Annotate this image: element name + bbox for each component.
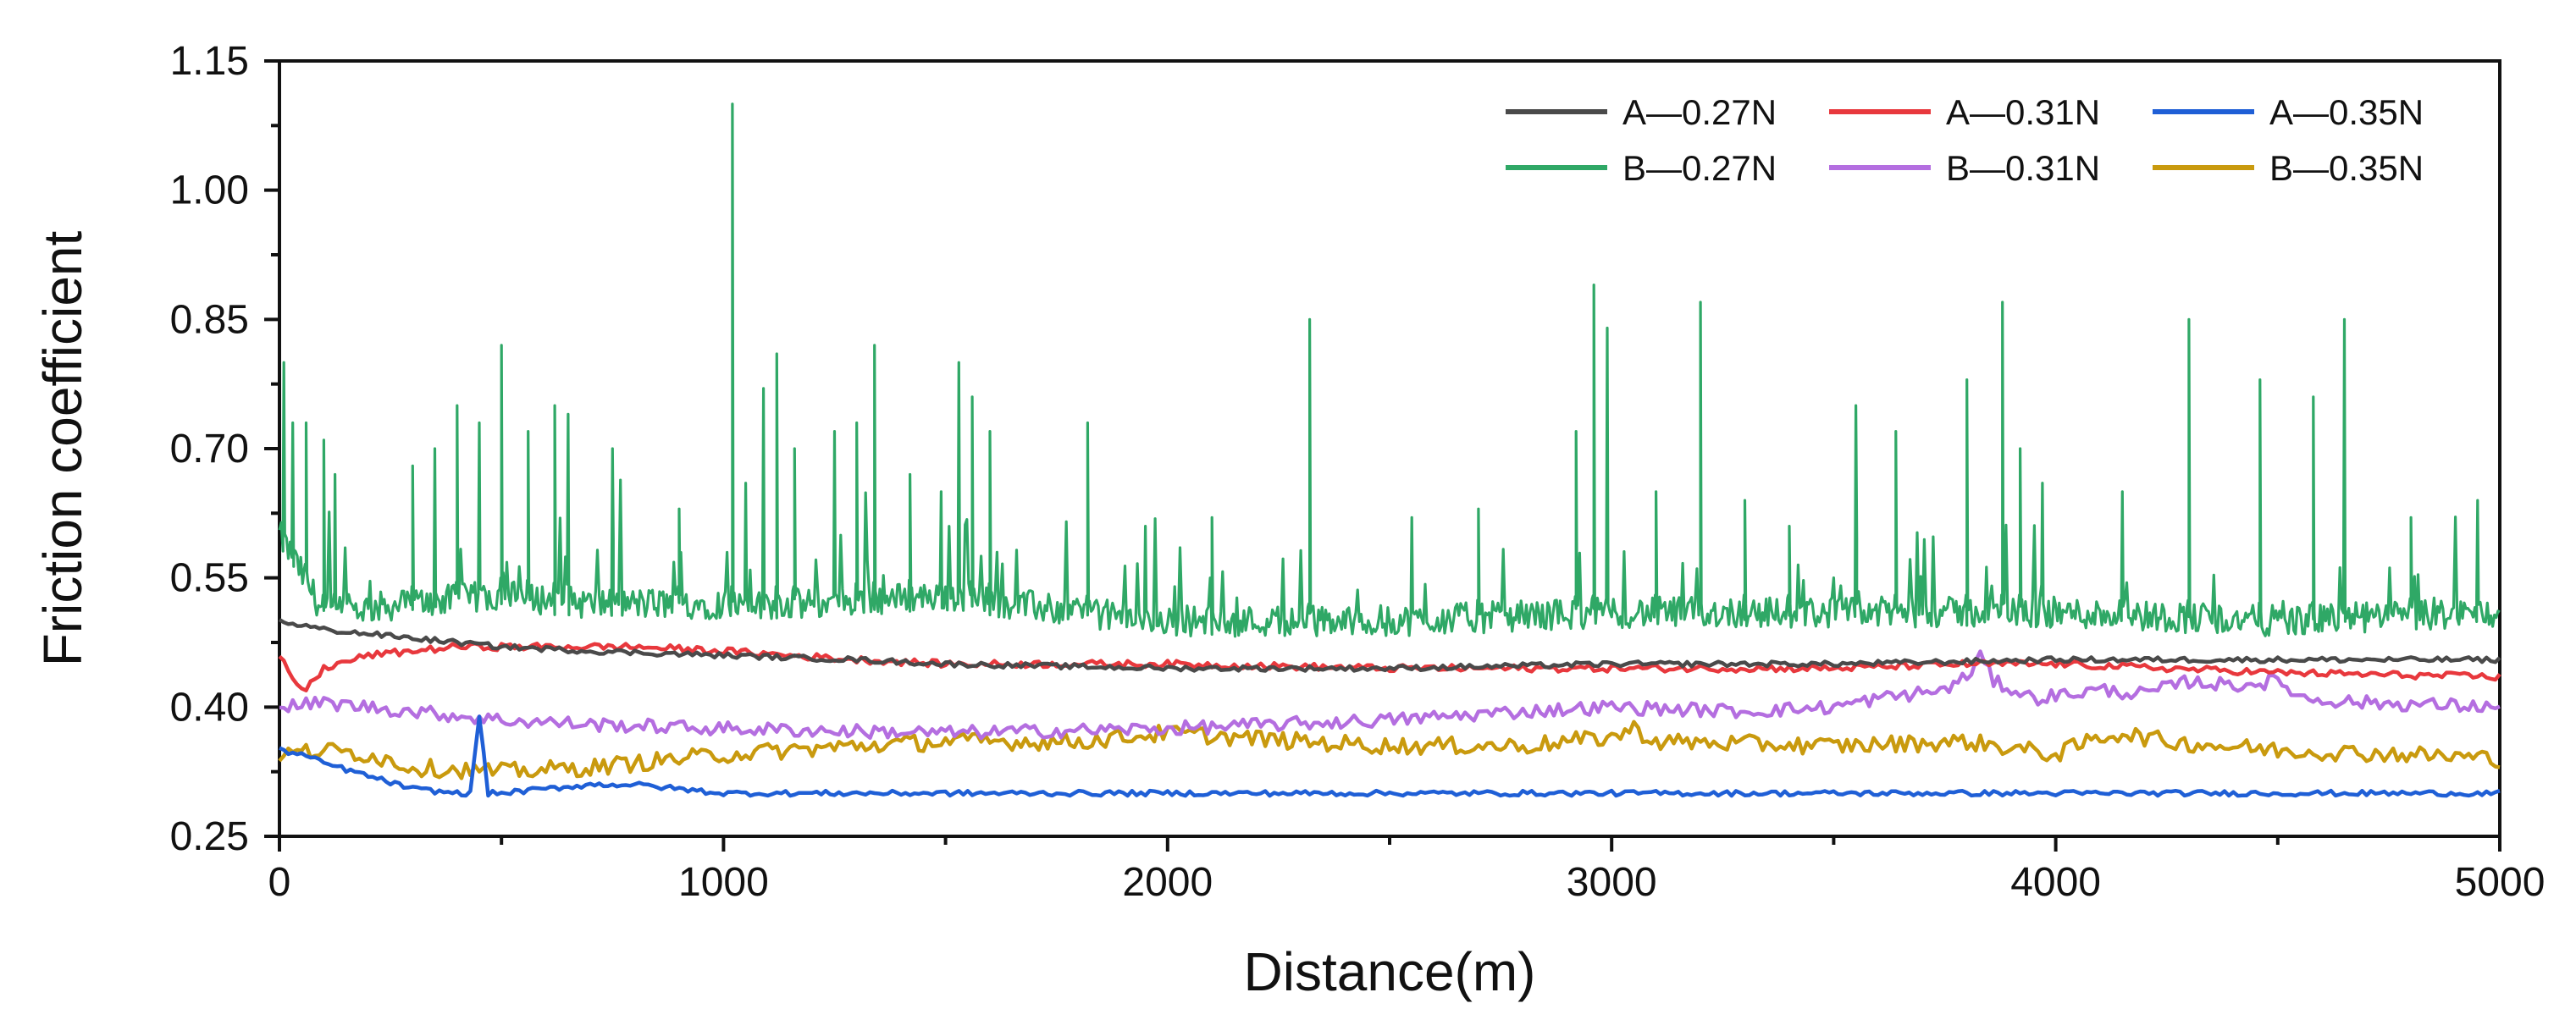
x-axis-title: Distance(m) [1244,941,1536,1002]
x-tick-label: 2000 [1122,860,1213,905]
legend-item: A—0.35N [2153,92,2424,132]
legend-label: B—0.27N [1622,148,1777,188]
legend: A—0.27N A—0.31N A—0.35N B—0.27N B—0.31N B—0.3… [1506,92,2424,188]
legend-label: A—0.31N [1946,92,2100,132]
series-line-A—0.27N [278,618,2501,673]
legend-label: B—0.35N [2269,148,2424,188]
y-tick-label: 0.25 [170,814,249,859]
x-tick-label: 1000 [678,860,769,905]
x-tick-label: 3000 [1567,860,1657,905]
legend-item: B—0.27N [1506,148,1777,188]
y-tick-label: 0.55 [170,556,249,601]
y-tick-label: 0.40 [170,685,249,730]
x-tick-label: 0 [268,860,291,905]
series-line-A—0.31N [278,641,2501,692]
legend-item: B—0.31N [1829,148,2100,188]
axes-layer: 0 1000 2000 3000 4000 5000 0.25 0.40 0.55 0.70 0.8… [170,39,2546,905]
y-tick-label: 0.85 [170,297,249,342]
series-line-B—0.31N [279,649,2501,741]
series-line-B—0.35N [278,719,2501,780]
x-tick-label: 5000 [2455,860,2546,905]
legend-label: B—0.31N [1946,148,2100,188]
legend-label: A—0.27N [1622,92,1777,132]
series-line-A—0.35N [279,714,2501,798]
series-layer [278,102,2501,798]
y-tick-label: 1.00 [170,168,249,213]
y-tick-label: 1.15 [170,39,249,84]
series-line-B—0.27N [278,102,2501,638]
legend-item: A—0.31N [1829,92,2100,132]
legend-label: A—0.35N [2269,92,2424,132]
legend-item: A—0.27N [1506,92,1777,132]
x-tick-label: 4000 [2010,860,2101,905]
y-axis-title: Friction coefficient [32,230,93,666]
legend-item: B—0.35N [2153,148,2424,188]
y-tick-label: 0.70 [170,427,249,471]
